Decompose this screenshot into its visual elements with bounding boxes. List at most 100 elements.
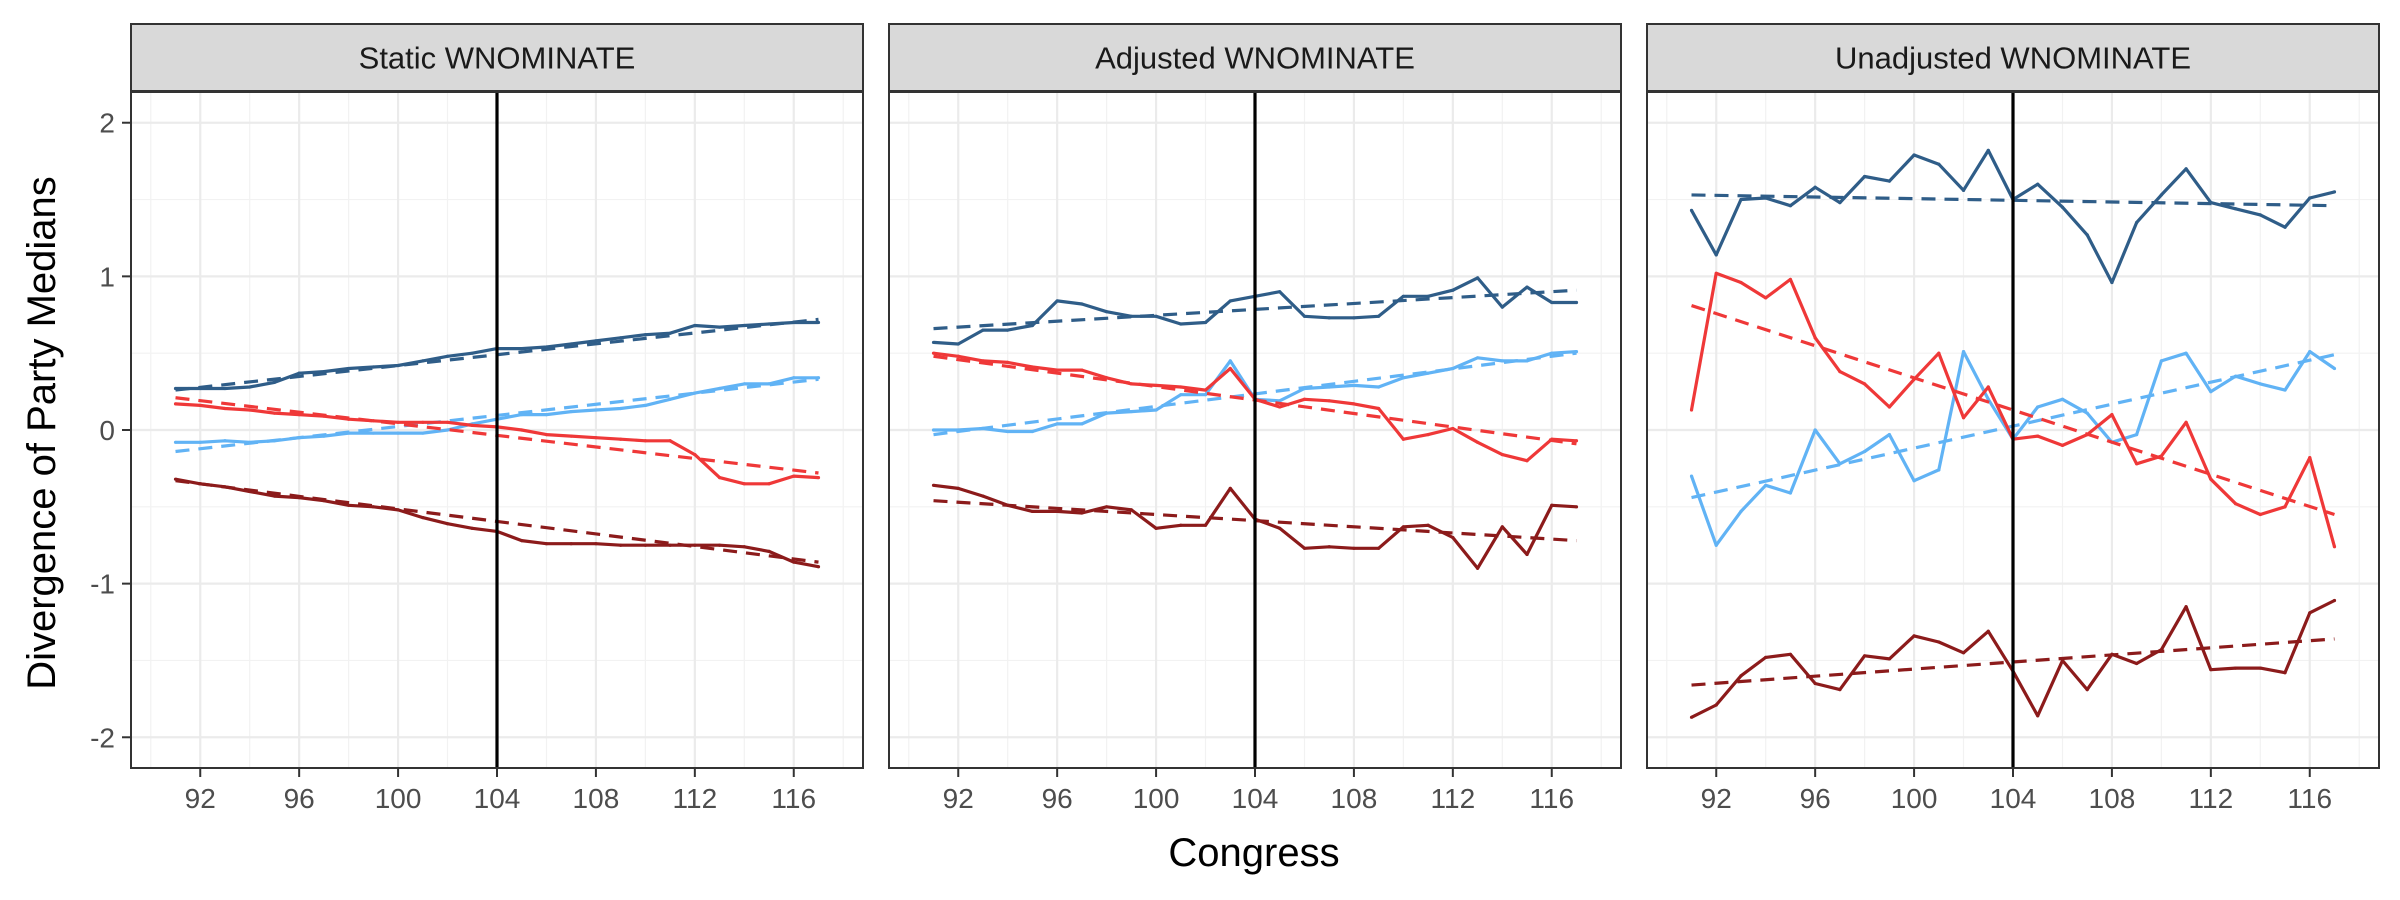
data-point [1055,422,1059,426]
data-point [1006,503,1010,507]
data-point [2159,648,2163,652]
data-point [1228,359,1232,363]
data-point [347,503,351,507]
y-axis: -2 -1 0 1 2 [90,108,131,753]
data-point [544,433,549,437]
data-point [1912,153,1916,157]
data-point [1006,429,1010,434]
data-point [1129,409,1133,414]
data-point [544,345,549,349]
data-point [1203,523,1208,527]
data-point [1500,305,1504,309]
data-point [1105,376,1109,380]
x-axes: 92 96 100 104 108 112 116 92 96 100 104 108 112 116 92… [185,768,2332,814]
data-point [2085,233,2089,237]
data-point [931,351,936,355]
data-point [643,543,647,547]
data-point [1500,525,1504,529]
data-point [1451,366,1455,371]
data-point [742,545,746,549]
data-point [2332,366,2337,371]
data-point [272,411,277,415]
data-point [1813,428,1817,432]
data-point [619,406,623,411]
x-tick-label: 92 [185,783,216,814]
data-point [1302,397,1307,401]
data-point [520,346,524,351]
data-point [396,431,400,435]
data-point [956,486,960,490]
x-tick-label: 112 [673,783,718,814]
data-point [1055,368,1059,372]
y-tick-label: -2 [90,722,115,753]
data-point [173,440,178,444]
x-tick-label: 116 [771,783,816,814]
data-point [297,413,301,417]
data-point [1426,294,1430,298]
data-point [1377,406,1381,411]
data-point [347,366,351,371]
data-point [322,499,326,503]
data-point [2283,505,2287,509]
data-point [717,476,722,480]
data-point [931,340,936,345]
data-point [1764,483,1768,487]
data-point [1912,479,1916,483]
data-point [1838,688,1842,692]
x-axis-panel-1: 92 96 100 104 108 112 116 [185,768,816,814]
data-point [248,385,252,389]
data-point [792,474,796,478]
data-point [2233,666,2238,670]
data-point [322,434,326,438]
panel-3: Unadjusted WNOMINATE [1646,23,2380,769]
data-point [2159,359,2163,363]
data-point [396,420,400,424]
data-point [816,476,821,480]
data-point [1912,634,1916,638]
data-point [1838,370,1842,374]
data-point [2085,411,2089,415]
data-point [767,482,771,486]
data-point [2184,420,2188,424]
panel-strip-label: Adjusted WNOMINATE [1095,41,1415,76]
data-point [2110,280,2114,285]
data-point [1986,629,1990,633]
data-point [1129,508,1133,512]
data-point [1574,439,1579,443]
data-point [1475,440,1480,444]
data-point [1006,360,1010,364]
data-point [1788,652,1793,656]
data-point [322,370,326,374]
data-point [2283,225,2287,229]
x-tick-label: 100 [375,783,422,814]
data-point [297,496,301,500]
data-point [421,431,425,435]
panel-strip [130,23,864,92]
data-point [1689,208,1694,212]
data-point [1525,285,1529,289]
data-point [619,336,623,340]
data-point [1937,162,1941,166]
data-point [1739,197,1743,202]
data-point [668,331,672,335]
data-point [1203,320,1208,325]
data-point [198,403,202,408]
x-tick-label: 104 [1232,783,1279,814]
data-point [594,436,598,440]
data-point [1105,505,1109,509]
data-point [2283,671,2287,675]
data-point [2159,193,2163,197]
data-point [2308,456,2312,460]
data-point [1788,277,1793,282]
data-point [2233,502,2238,506]
x-tick-label: 96 [1800,783,1831,814]
data-point [2135,462,2139,466]
x-tick-label: 96 [284,783,315,814]
data-point [742,382,746,386]
data-point [248,440,252,444]
data-point [223,485,227,489]
data-point [2184,167,2188,171]
data-point [2233,207,2238,211]
data-point [1961,416,1966,420]
data-point [1714,271,1718,275]
